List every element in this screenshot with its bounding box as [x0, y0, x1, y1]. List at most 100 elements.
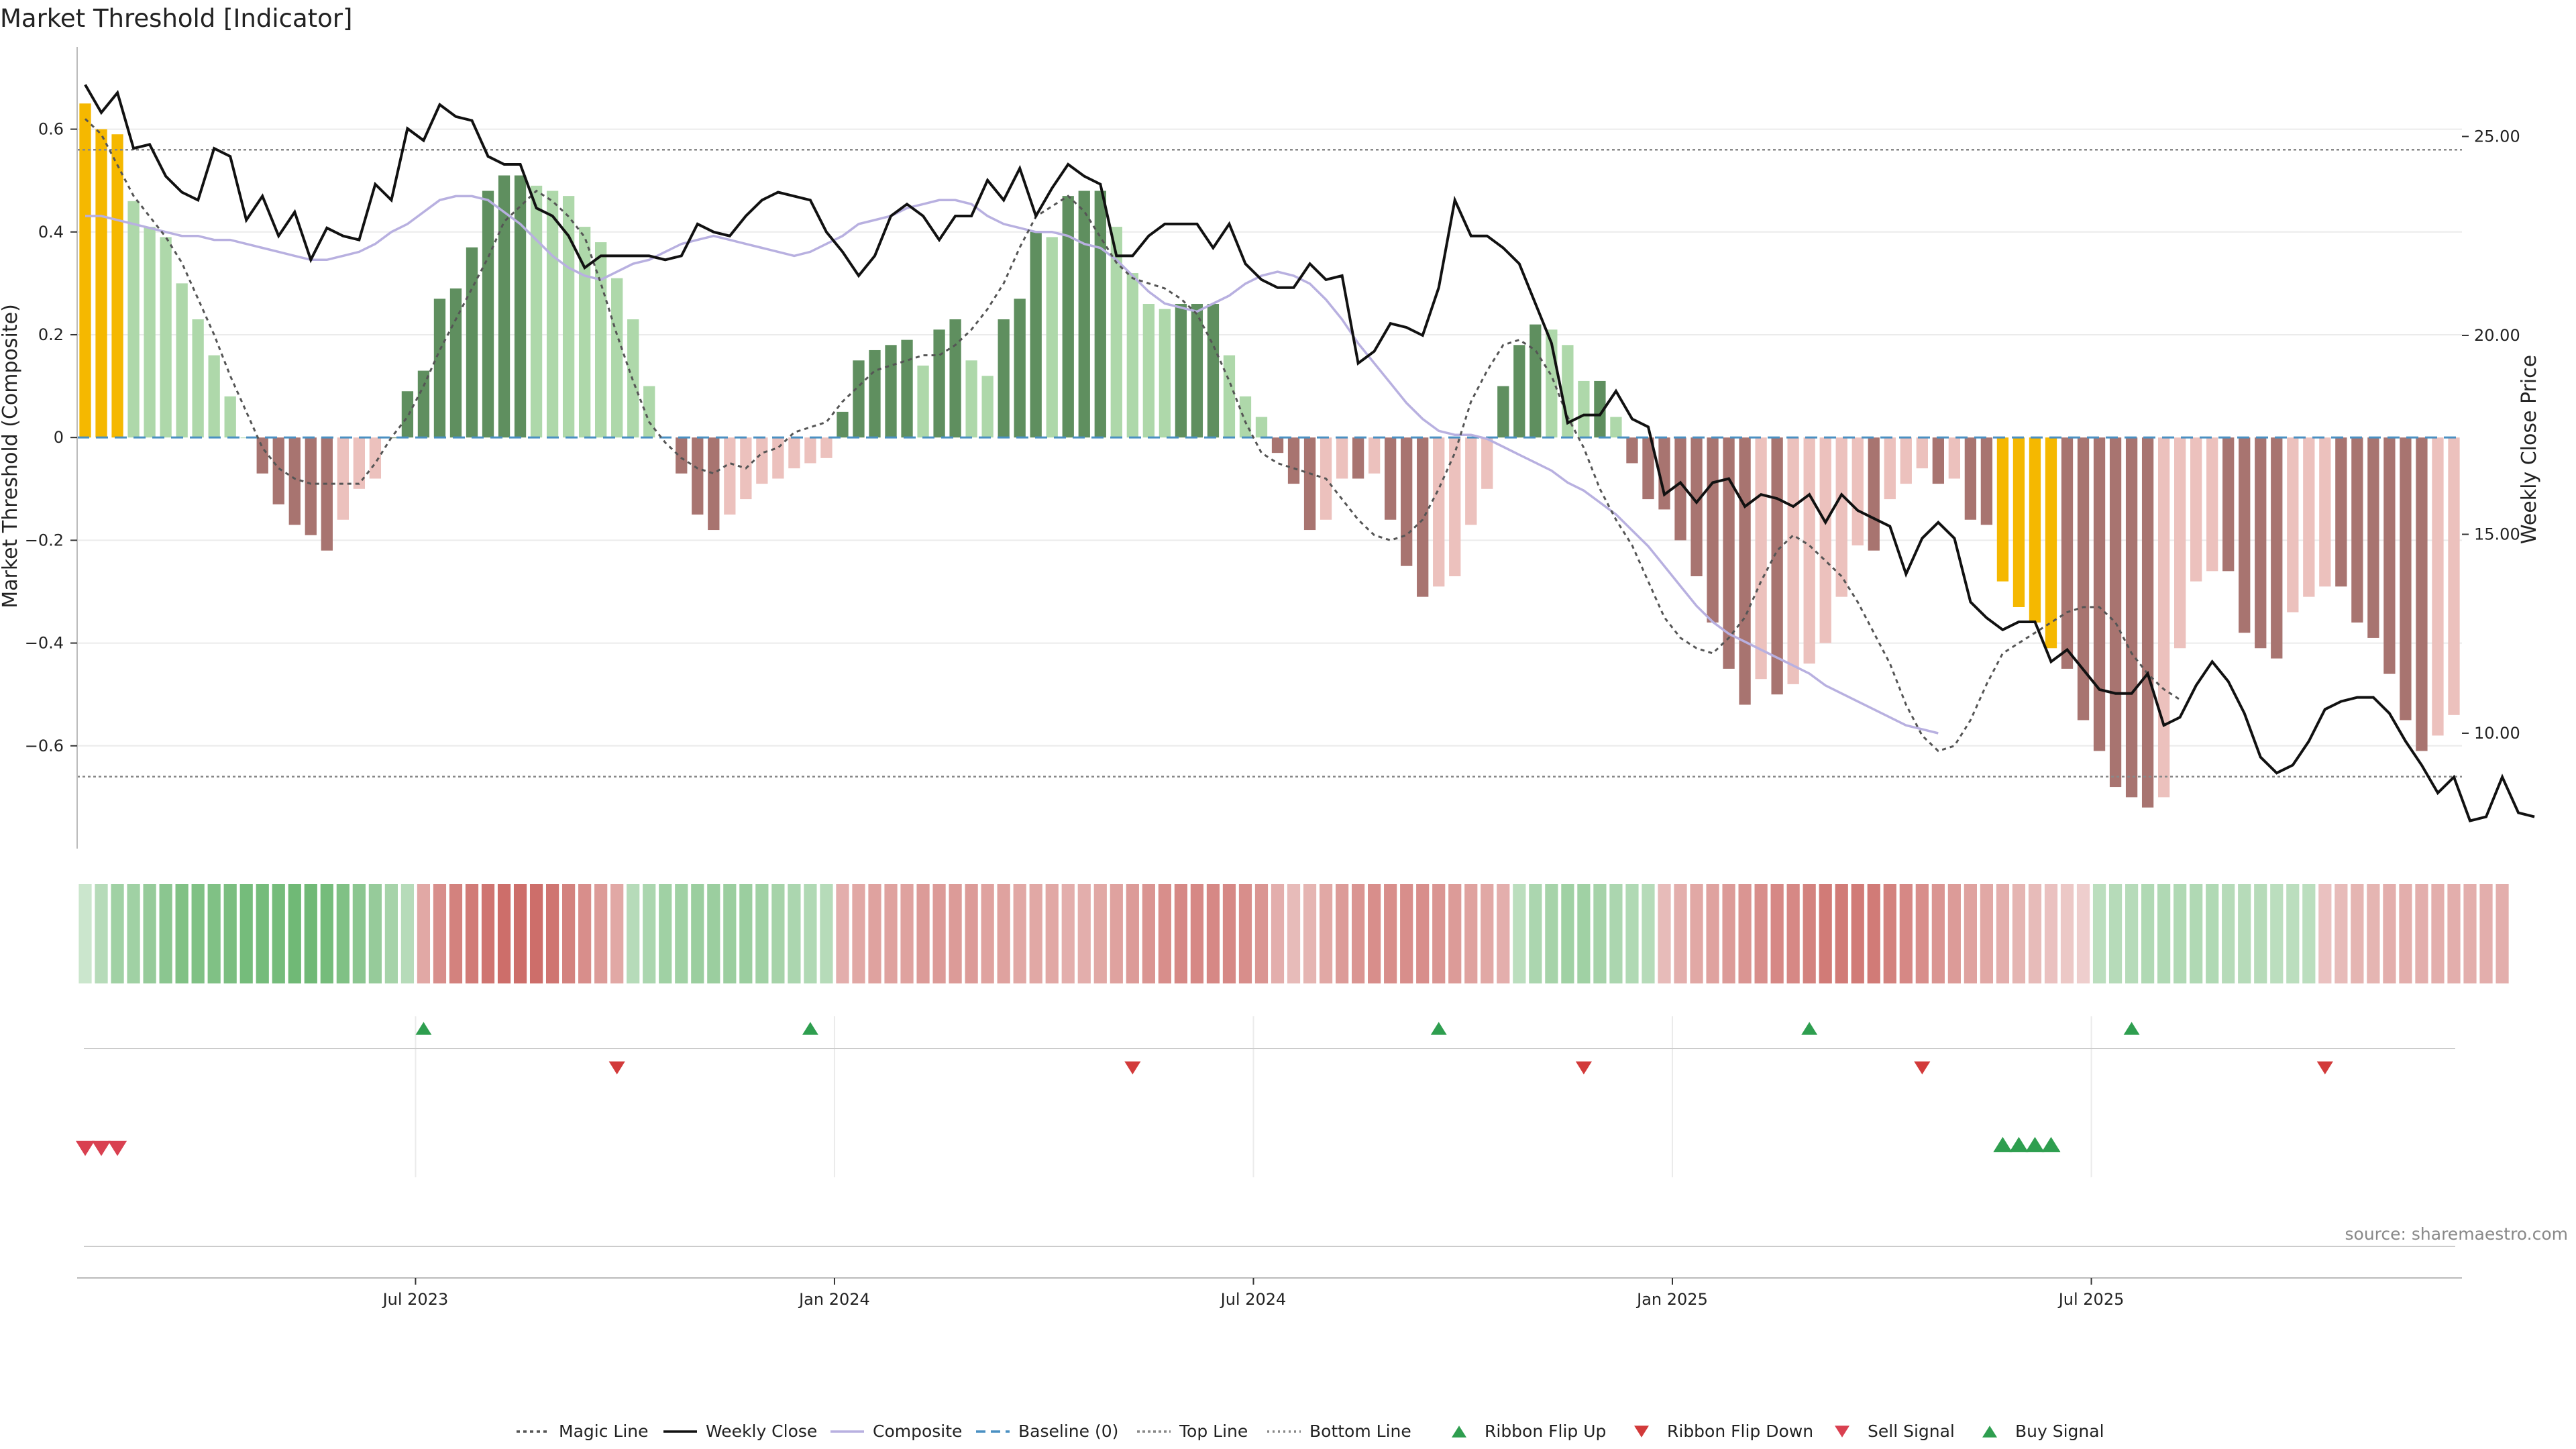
composite-bar: [1223, 355, 1236, 438]
x-tick-label: Jul 2024: [1220, 1290, 1287, 1309]
ribbon-cell: [1368, 884, 1381, 983]
ribbon-cell: [336, 884, 350, 983]
ribbon-cell: [1303, 884, 1317, 983]
ribbon-cell: [95, 884, 108, 983]
composite-bar: [1803, 437, 1815, 664]
ribbon-cell: [417, 884, 431, 983]
ribbon-cell: [1352, 884, 1365, 983]
legend-item: Ribbon Flip Down: [1634, 1421, 1813, 1441]
ribbon-cell: [1174, 884, 1187, 983]
composite-bar: [1690, 437, 1703, 577]
ribbon-cell: [562, 884, 576, 983]
ribbon-cell: [1238, 884, 1252, 983]
composite-bar: [1401, 437, 1413, 566]
ribbon-cell: [465, 884, 479, 983]
axes: 0.6 0.4 0.2 0 −0.2 −0.4 −0.6 25.00 20.00 15.00 10.…: [25, 47, 2520, 1309]
ribbon-cell: [1851, 884, 1864, 983]
ribbon-cell: [449, 884, 463, 983]
ribbon-cell: [545, 884, 559, 983]
ribbon-cell: [755, 884, 769, 983]
ribbon-cell: [304, 884, 317, 983]
ribbon-flip-up-marker: [1801, 1022, 1818, 1035]
ribbon-cell: [2496, 884, 2509, 983]
ribbon-cell: [320, 884, 333, 983]
ribbon-cell: [1642, 884, 1655, 983]
ribbon-cell: [1658, 884, 1671, 983]
ribbon-cell: [384, 884, 398, 983]
ribbon-cell: [949, 884, 962, 983]
ribbon-cell: [820, 884, 833, 983]
legend-item: Bottom Line: [1267, 1421, 1411, 1441]
composite-bar: [1385, 437, 1397, 520]
ribbon-cell: [2415, 884, 2428, 983]
ribbon-cell: [1803, 884, 1816, 983]
composite-bar: [1465, 437, 1477, 525]
legend-item: Magic Line: [517, 1421, 649, 1441]
ribbon-cell: [1770, 884, 1784, 983]
composite-bar: [1142, 304, 1155, 438]
ribbon-flip-up-marker: [415, 1022, 432, 1035]
ribbon-cell: [965, 884, 978, 983]
ribbon-cell: [707, 884, 720, 983]
ribbon-cell: [2367, 884, 2380, 983]
ribbon-cell: [1029, 884, 1042, 983]
composite-bar: [1916, 437, 1928, 469]
ribbon-cell: [1061, 884, 1075, 983]
composite-bar: [1303, 437, 1316, 531]
ribbon-cell: [868, 884, 881, 983]
ribbon-cell: [2206, 884, 2219, 983]
composite-bar: [1255, 417, 1268, 438]
composite-bar: [1900, 437, 1912, 484]
composite-bar: [2432, 437, 2444, 736]
composite-bar: [2383, 437, 2396, 674]
composite-bar: [1594, 380, 1606, 438]
ribbon-cell: [143, 884, 156, 983]
chart-title: Market Threshold [Indicator]: [0, 4, 352, 33]
ribbon-cell: [400, 884, 415, 983]
sell-signal-marker: [108, 1140, 127, 1157]
ribbon-cell: [1093, 884, 1107, 983]
composite-bar: [482, 191, 494, 438]
composite-bar: [353, 437, 366, 489]
composite-bar: [1964, 437, 1977, 520]
composite-bar: [514, 175, 527, 438]
ribbon-cell: [513, 884, 527, 983]
ribbon-cell: [916, 884, 930, 983]
y2-tick-label: 25.00: [2474, 127, 2520, 146]
legend-item: Buy Signal: [1982, 1421, 2104, 1441]
ribbon-cell: [1254, 884, 1269, 983]
ribbon-flip-up-marker: [802, 1022, 818, 1035]
ribbon-cell: [1964, 884, 1977, 983]
ribbon-cell: [771, 884, 785, 983]
legend-label: Ribbon Flip Up: [1485, 1421, 1606, 1441]
composite-bar: [2416, 437, 2428, 751]
ribbon-flip-down-marker: [2316, 1061, 2333, 1075]
ribbon-cell: [207, 884, 221, 983]
ribbon-cell: [594, 884, 608, 983]
composite-bar: [337, 437, 349, 520]
x-tick-label: Jul 2025: [2057, 1290, 2125, 1309]
composite-bar: [917, 365, 929, 438]
ribbon-cell: [2190, 884, 2203, 983]
weekly-close-line: [84, 84, 2535, 822]
composite-bar: [127, 201, 140, 438]
composite-bar: [965, 360, 977, 438]
ribbon-cell: [2383, 884, 2396, 983]
composite-bar: [933, 329, 945, 438]
ribbon-cell: [1158, 884, 1171, 983]
composite-bar: [79, 103, 91, 438]
ribbon-flip-up-marker: [1430, 1022, 1447, 1035]
composite-bar: [2190, 437, 2202, 582]
ribbon-cell: [1915, 884, 1929, 983]
composite-bar: [1126, 273, 1138, 438]
ribbon-cell: [191, 884, 205, 983]
y-tick-label: −0.2: [25, 531, 64, 549]
composite-bar: [981, 376, 994, 438]
composite-bar: [369, 437, 382, 479]
legend-label: Magic Line: [559, 1421, 649, 1441]
composite-bar: [676, 437, 688, 474]
composite-bar: [2029, 437, 2041, 623]
composite-bar: [2109, 437, 2122, 788]
legend-item: Ribbon Flip Up: [1452, 1421, 1606, 1441]
ribbon-cell: [2431, 884, 2445, 983]
